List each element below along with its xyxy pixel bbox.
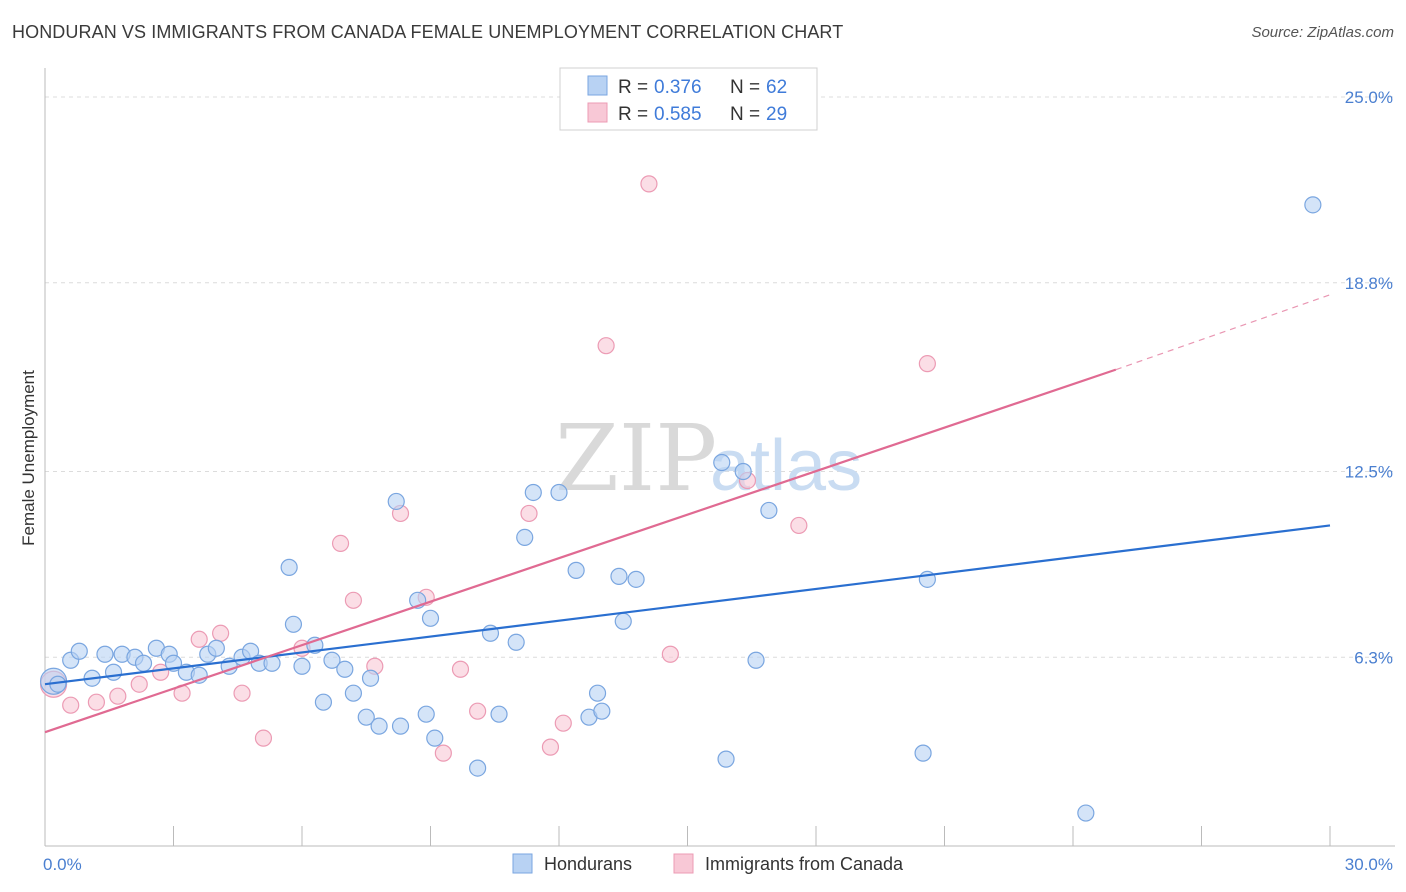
legend-swatch-hondurans — [587, 75, 608, 96]
honduran-point — [426, 729, 444, 747]
legend-n-label-2: N = — [730, 104, 760, 125]
honduran-point — [417, 705, 435, 723]
canada-point — [109, 687, 127, 705]
honduran-point — [567, 561, 585, 579]
honduran-point — [507, 633, 525, 651]
honduran-point — [588, 684, 607, 702]
honduran-point — [336, 660, 354, 678]
canada-point — [434, 744, 452, 762]
honduran-point — [421, 609, 440, 627]
canada-point — [152, 663, 170, 681]
bottom-legend: Hondurans Immigrants from Canada — [512, 853, 904, 874]
y-tick-label: 18.8% — [1345, 274, 1393, 293]
honduran-point — [96, 645, 114, 663]
trend-line-canada-extension — [1115, 294, 1331, 371]
honduran-point — [1304, 196, 1322, 214]
canada-point — [254, 729, 273, 747]
honduran-point — [914, 744, 932, 762]
honduran-point — [280, 558, 298, 576]
tick-labels: 6.3% 12.5% 18.8% 25.0% 0.0% 30.0% — [43, 88, 1393, 874]
honduran-point — [490, 705, 508, 723]
axes — [44, 68, 1395, 847]
canada-point — [344, 591, 362, 609]
honduran-point — [524, 483, 542, 502]
legend-n-value-2: 29 — [766, 104, 787, 125]
canada-point — [640, 175, 658, 193]
honduran-point — [627, 570, 645, 588]
x-tick-label: 0.0% — [43, 855, 82, 874]
honduran-point — [469, 759, 487, 777]
honduran-point — [293, 657, 311, 675]
honduran-point — [614, 612, 632, 630]
bottom-legend-hondurans: Hondurans — [544, 854, 632, 874]
watermark-zip: ZIP — [555, 405, 717, 512]
y-axis-label: Female Unemployment — [19, 370, 38, 546]
series-immigrants-from-canada — [39, 175, 936, 762]
honduran-point — [284, 615, 303, 633]
honduran-point — [361, 669, 380, 687]
honduran-point — [610, 567, 628, 585]
canada-point — [331, 534, 350, 553]
honduran-point — [70, 642, 88, 660]
legend-r-label-1: R = — [618, 77, 648, 98]
chart-title: HONDURAN VS IMMIGRANTS FROM CANADA FEMAL… — [12, 22, 844, 42]
trend-line-canada — [44, 368, 1117, 734]
legend-n-label-1: N = — [730, 77, 760, 98]
honduran-point — [387, 492, 405, 511]
watermark-atlas: atlas — [710, 426, 862, 506]
honduran-point — [760, 501, 778, 520]
canada-point — [451, 660, 470, 678]
honduran-point — [717, 750, 735, 768]
top-legend: R = 0.376 N = 62 R = 0.585 N = 29 — [559, 67, 818, 131]
honduran-point — [1077, 804, 1095, 822]
x-tick-label: 30.0% — [1345, 855, 1393, 874]
canada-point — [212, 624, 230, 642]
canada-point — [469, 702, 487, 720]
bottom-legend-canada: Immigrants from Canada — [705, 854, 904, 874]
honduran-point — [516, 528, 534, 547]
honduran-point — [593, 702, 611, 720]
honduran-point — [370, 717, 388, 735]
honduran-point — [734, 462, 752, 481]
gridlines — [45, 96, 1395, 658]
source-label: Source: ZipAtlas.com — [1251, 24, 1394, 41]
honduran-point — [747, 651, 765, 669]
y-tick-label: 12.5% — [1345, 463, 1393, 482]
honduran-point — [344, 684, 362, 702]
legend-swatch-canada — [587, 102, 608, 123]
honduran-point — [357, 708, 375, 726]
canada-point — [87, 693, 106, 711]
canada-point — [130, 675, 148, 693]
canada-point — [790, 516, 808, 535]
bottom-legend-swatch-canada — [673, 853, 694, 874]
honduran-point — [713, 453, 731, 472]
canada-point — [233, 684, 251, 702]
legend-r-label-2: R = — [618, 104, 648, 125]
y-tick-label: 25.0% — [1345, 88, 1393, 107]
trend-lines — [44, 294, 1331, 734]
canada-point — [190, 630, 208, 648]
legend-r-value-1: 0.376 — [654, 77, 702, 98]
honduran-point — [207, 639, 225, 657]
honduran-point — [314, 693, 333, 711]
trend-line-hondurans — [44, 524, 1331, 686]
canada-point — [541, 738, 560, 756]
legend-n-value-1: 62 — [766, 77, 787, 98]
honduran-point — [134, 654, 153, 672]
canada-point — [62, 696, 80, 714]
y-tick-label: 6.3% — [1354, 648, 1393, 667]
bottom-legend-swatch-hondurans — [512, 853, 533, 874]
canada-point — [554, 714, 572, 732]
honduran-point — [550, 483, 568, 502]
honduran-point — [323, 651, 341, 669]
canada-point — [661, 645, 679, 663]
canada-point — [918, 355, 936, 373]
honduran-point — [391, 717, 410, 735]
honduran-point — [104, 663, 123, 681]
legend-r-value-2: 0.585 — [654, 104, 702, 125]
canada-point — [597, 337, 615, 355]
canada-point — [520, 504, 538, 523]
